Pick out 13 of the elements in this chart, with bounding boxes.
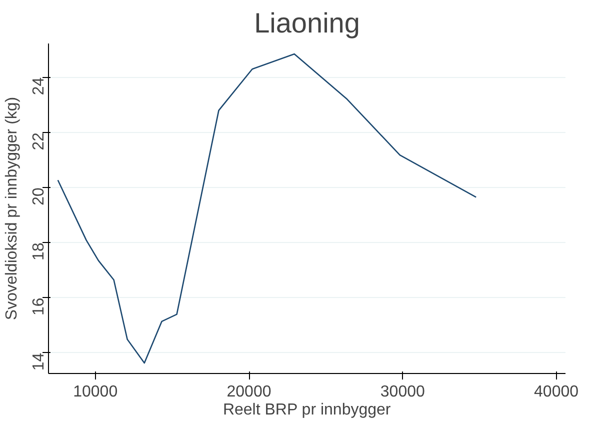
y-tick-label: 20 — [30, 187, 48, 206]
x-tick-label: 30000 — [380, 384, 425, 400]
y-tick-label: 24 — [30, 77, 48, 96]
x-tick-label: 10000 — [73, 384, 118, 400]
y-tick-label: 22 — [30, 132, 48, 150]
x-tick-label: 40000 — [534, 384, 579, 400]
y-tick-label: 14 — [30, 352, 48, 371]
y-axis-title: Svoveldioksid pr innbygger (kg) — [4, 96, 20, 320]
chart-title: Liaoning — [254, 8, 360, 38]
x-axis-title: Reelt BRP pr innbygger — [222, 402, 392, 418]
x-tick-label: 20000 — [226, 384, 272, 400]
y-tick-label: 18 — [30, 242, 48, 260]
y-tick-label: 16 — [30, 298, 48, 316]
